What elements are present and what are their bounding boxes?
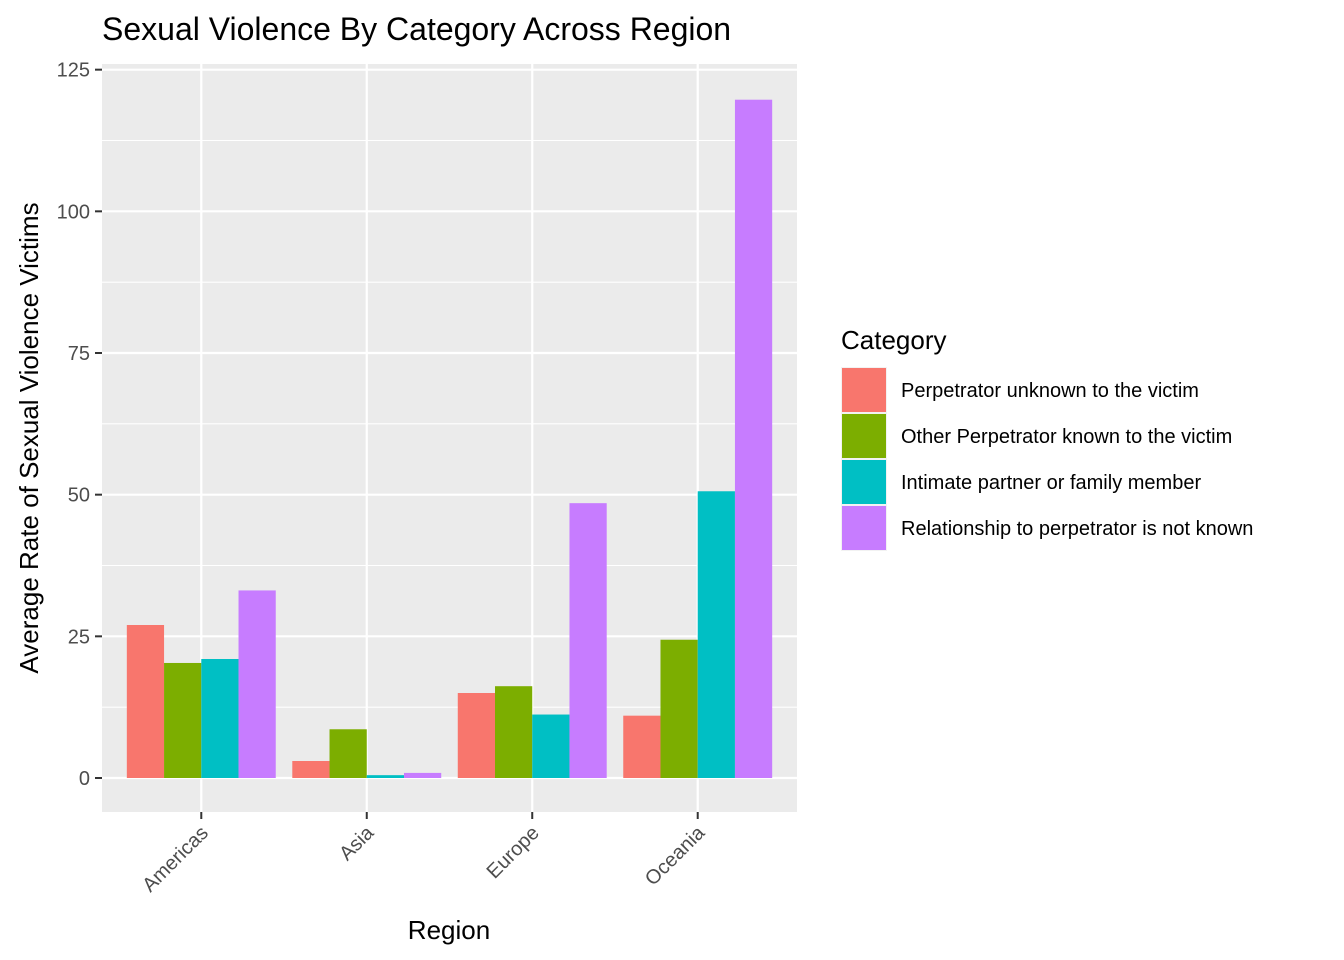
bar — [734, 99, 773, 778]
y-tick-label: 50 — [68, 485, 90, 507]
bar — [532, 714, 570, 778]
bar — [697, 491, 735, 778]
x-tick-label: Europe — [483, 822, 544, 883]
x-tick-label: Oceania — [641, 821, 710, 890]
y-tick-label: 0 — [79, 768, 90, 790]
bar — [329, 729, 367, 778]
legend-label: Perpetrator unknown to the victim — [901, 380, 1199, 402]
y-tick-label: 25 — [68, 626, 90, 648]
legend-swatch — [842, 506, 886, 550]
bar — [201, 659, 239, 778]
y-tick-label: 100 — [57, 201, 90, 223]
plot-area: 0 25 50 75 100 125 Americas Asia Europe Oceania — [57, 60, 797, 897]
legend-label: Other Perpetrator known to the victim — [901, 426, 1232, 448]
legend-title: Category — [841, 325, 947, 355]
bar — [569, 503, 607, 778]
bar — [164, 662, 202, 778]
x-axis-title: Region — [408, 915, 490, 945]
legend-swatch — [842, 414, 886, 458]
bar — [457, 693, 496, 778]
bar — [292, 761, 330, 778]
bar — [126, 625, 165, 778]
bar — [495, 686, 533, 778]
y-tick-label: 125 — [57, 60, 90, 82]
bar — [403, 772, 442, 778]
bar — [623, 715, 661, 778]
bar — [238, 590, 276, 778]
legend-label: Intimate partner or family member — [901, 472, 1201, 494]
bar — [366, 775, 404, 778]
chart-title: Sexual Violence By Category Across Regio… — [102, 11, 731, 47]
bar — [660, 639, 698, 778]
legend-label: Relationship to perpetrator is not known — [901, 518, 1253, 540]
x-tick-label: Americas — [138, 822, 213, 897]
x-tick-label: Asia — [335, 821, 379, 865]
legend: Category Perpetrator unknown to the vict… — [841, 325, 1253, 551]
legend-swatch — [842, 368, 886, 412]
y-axis-title: Average Rate of Sexual Violence Victims — [14, 202, 44, 673]
legend-swatch — [842, 460, 886, 504]
y-tick-label: 75 — [68, 343, 90, 365]
